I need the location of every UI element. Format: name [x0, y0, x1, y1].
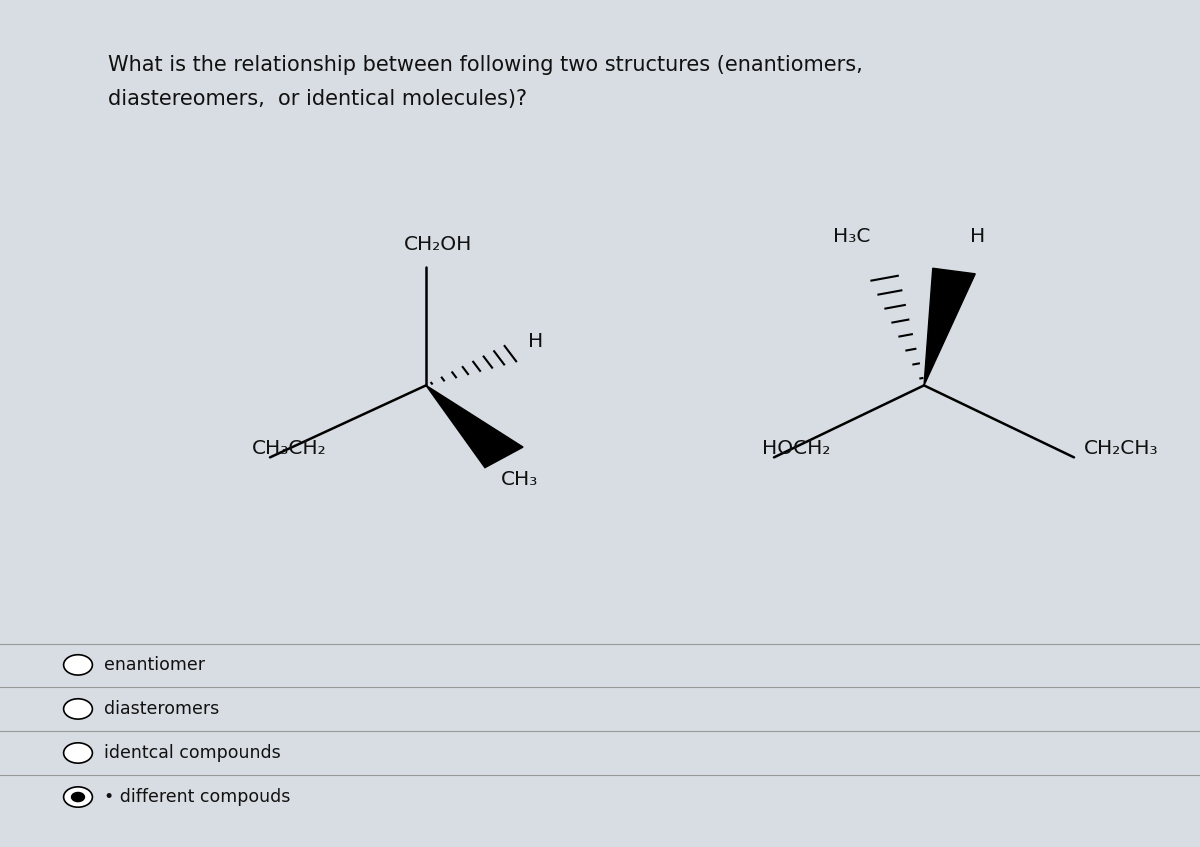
Text: H: H	[528, 332, 544, 351]
Circle shape	[64, 699, 92, 719]
Text: identcal compounds: identcal compounds	[104, 744, 281, 762]
Polygon shape	[924, 268, 976, 385]
Text: CH₂OH: CH₂OH	[404, 235, 472, 254]
Text: CH₂CH₃: CH₂CH₃	[1084, 440, 1158, 458]
Text: H₃C: H₃C	[833, 227, 870, 246]
Text: HOCH₂: HOCH₂	[762, 440, 830, 458]
Polygon shape	[426, 385, 523, 468]
Text: What is the relationship between following two structures (enantiomers,: What is the relationship between followi…	[108, 55, 863, 75]
Circle shape	[64, 743, 92, 763]
Circle shape	[72, 793, 84, 801]
Circle shape	[64, 787, 92, 807]
Text: diastereomers,  or identical molecules)?: diastereomers, or identical molecules)?	[108, 89, 527, 109]
Text: enantiomer: enantiomer	[104, 656, 205, 674]
Text: CH₃: CH₃	[500, 470, 539, 489]
Text: diasteromers: diasteromers	[104, 700, 220, 718]
Text: CH₃CH₂: CH₃CH₂	[252, 440, 326, 458]
Circle shape	[64, 655, 92, 675]
Text: H: H	[970, 227, 985, 246]
Text: • different compouds: • different compouds	[104, 788, 290, 806]
